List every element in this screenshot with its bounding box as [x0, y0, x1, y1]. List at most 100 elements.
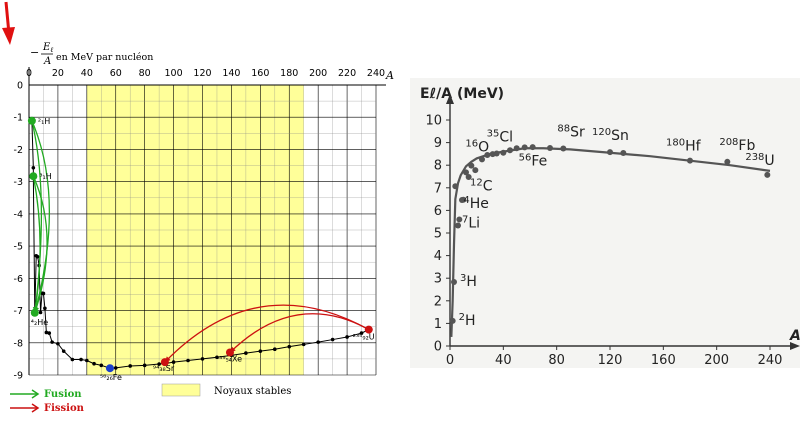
right-y-tick-label: 7: [434, 181, 442, 196]
curve-point: [35, 254, 40, 259]
right-y-tick-label: 8: [434, 159, 442, 174]
element-label: 238U: [745, 152, 774, 169]
curve-point: [330, 337, 335, 342]
right-x-tick-label: 240: [758, 353, 783, 368]
curve-point: [92, 361, 96, 366]
reaction-arcs: [31, 120, 370, 363]
y-tick-label: -8: [14, 338, 23, 349]
curve-point: [99, 363, 104, 368]
element-label: 12C: [470, 177, 493, 194]
right-data-point: [472, 167, 479, 174]
right-x-tick-label: 40: [495, 353, 512, 368]
right-x-arrow: [790, 342, 800, 350]
x-tick-label: 200: [309, 68, 327, 79]
curve-point: [128, 364, 133, 368]
curve-point: [41, 291, 46, 296]
nuclide-marker: [105, 364, 114, 373]
element-label: 56Fe: [519, 152, 548, 169]
binding-energy-curve: [31, 120, 369, 369]
right-binding-energy-chart: Eℓ/A (MeV) 0 1 2 3 4 5 6 7 8 9 10 0 40 80 120 160 200 240…: [410, 78, 800, 368]
element-label: 88Sr: [557, 123, 585, 140]
nuclide-marker: [225, 348, 234, 357]
element-label: 16O: [465, 139, 489, 156]
nuclide-label: ²³⁵₉₂U: [353, 333, 375, 342]
right-x-tick-label: 160: [651, 353, 676, 368]
element-label: 7Li: [462, 215, 480, 232]
curve-point: [287, 344, 292, 349]
right-y-tick-label: 5: [434, 227, 442, 242]
left-y-axis-label: − Eℓ A en MeV par nucléon: [30, 42, 153, 67]
right-y-axis-label: Eℓ/A (MeV): [420, 86, 504, 102]
right-data-point: [479, 156, 485, 163]
legend-stable-label: Noyaux stables: [214, 386, 291, 397]
right-x-tick-label: 80: [548, 353, 565, 368]
curve-point: [44, 330, 49, 335]
right-data-point: [620, 149, 627, 156]
right-y-tick-label: 0: [434, 340, 442, 355]
element-label: 35Cl: [487, 128, 513, 145]
right-fit-curve: [450, 147, 771, 338]
x-tick-label: 180: [280, 68, 298, 79]
right-data-point: [465, 173, 472, 180]
right-data-point: [451, 279, 457, 286]
y-label-numerator: Eℓ: [42, 42, 53, 54]
legend-fission-label: Fission: [44, 403, 85, 414]
y-tick-label: -2: [14, 145, 23, 156]
curve-point: [79, 357, 83, 362]
curve-point: [215, 355, 219, 360]
fission-arc: [229, 313, 370, 353]
right-data-point: [463, 169, 469, 176]
curve-point: [38, 310, 43, 315]
right-x-tick-label: 0: [446, 353, 454, 368]
right-data-point: [560, 145, 567, 152]
red-indicator-arrow: [2, 1, 15, 45]
right-data-point: [724, 158, 731, 165]
right-data-point: [500, 149, 507, 156]
element-label: 2H: [459, 312, 476, 329]
left-binding-energy-chart: − Eℓ A en MeV par nucléon 0 20 40 60 80 100 12…: [2, 1, 394, 414]
curve-point: [157, 362, 161, 366]
right-data-point: [468, 162, 475, 169]
curve-point: [56, 341, 60, 346]
nuclide-marker: [364, 325, 373, 334]
y-label-unit: en MeV par nucléon: [56, 52, 153, 63]
right-y-tick-label: 10: [425, 114, 442, 129]
curve-point: [61, 349, 66, 353]
right-data-point: [456, 216, 463, 223]
x-tick-label: 0: [26, 68, 32, 79]
curve-point: [258, 349, 263, 353]
right-data-point: [449, 317, 456, 324]
left-tick-labels: 0 20 40 60 80 100 120 140 160 180 200 220 240 0 -1 -2 -3…: [14, 68, 386, 382]
right-data-point: [452, 183, 459, 190]
y-label-minus: −: [30, 46, 39, 59]
right-y-tick-label: 4: [434, 249, 442, 264]
x-tick-label: 20: [52, 68, 64, 79]
right-y-tick-label: 1: [434, 317, 442, 332]
curve-point: [316, 340, 320, 344]
y-tick-label: -7: [14, 306, 23, 317]
x-tick-label: 40: [81, 68, 93, 79]
fusion-arc: [32, 176, 41, 313]
right-data-point: [764, 171, 771, 178]
nuclide-marker: [27, 116, 36, 125]
right-data-point: [493, 150, 500, 157]
curve-point: [200, 357, 205, 361]
y-tick-label: -3: [14, 177, 23, 188]
element-label: 120Sn: [592, 127, 629, 144]
nuclide-markers: ²₁H ³₁H ⁴₂He ⁵⁶₂₆Fe ⁹⁴₃₈Sr ¹³⁹₅₄Xe ²³⁵₉₂U: [27, 116, 375, 382]
x-tick-label: 220: [338, 68, 356, 79]
right-y-tick-label: 3: [434, 272, 442, 287]
right-data-point: [460, 196, 467, 203]
right-tick-labels: 0 1 2 3 4 5 6 7 8 9 10 0 40 80 120 160 200 240: [425, 114, 782, 369]
fusion-arc: [31, 120, 51, 313]
x-tick-label: 140: [222, 68, 240, 79]
curve-point: [345, 335, 349, 339]
nuclide-label: ²₁H: [38, 117, 50, 126]
nuclide-marker: [30, 308, 39, 317]
right-data-points: [449, 144, 771, 324]
element-label: 3H: [460, 273, 477, 290]
legend-stable: Noyaux stables: [161, 383, 291, 397]
right-data-point: [484, 152, 491, 159]
x-tick-label: 160: [251, 68, 269, 79]
